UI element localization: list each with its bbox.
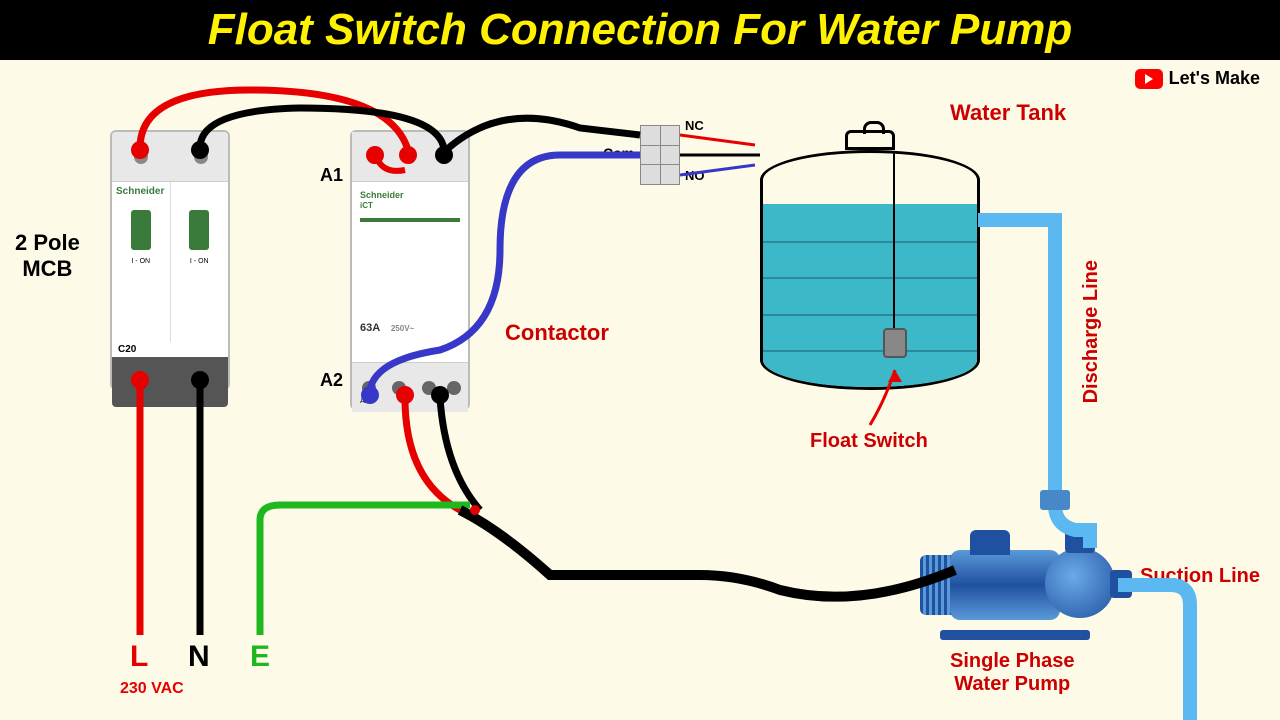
contactor-top-terminals bbox=[352, 132, 468, 182]
a2-label: A2 bbox=[320, 370, 343, 391]
contactor-rating: 63A bbox=[360, 322, 380, 334]
water-pump bbox=[920, 530, 1120, 640]
float-switch-ball bbox=[883, 328, 907, 358]
neutral-label: N bbox=[188, 640, 210, 674]
mcb-rating: C20 bbox=[112, 342, 228, 357]
youtube-icon bbox=[1135, 69, 1163, 89]
com-label: Com bbox=[603, 145, 634, 161]
earth-label: E bbox=[250, 640, 270, 674]
float-label: Float Switch bbox=[810, 430, 928, 453]
nc-label: NC bbox=[685, 118, 704, 133]
title-bar: Float Switch Connection For Water Pump bbox=[0, 0, 1280, 60]
mcb-brand: Schneider bbox=[116, 186, 164, 197]
channel-name: Let's Make bbox=[1169, 68, 1260, 89]
contactor-label: Contactor bbox=[505, 320, 609, 346]
suction-label: Suction Line bbox=[1140, 565, 1260, 588]
float-wire bbox=[893, 153, 895, 333]
water-tank bbox=[760, 150, 980, 390]
mcb-device: Schneider I - ON I - ON C20 bbox=[110, 130, 230, 390]
water-level bbox=[763, 204, 977, 387]
mcb-top-terminals bbox=[112, 132, 228, 182]
discharge-label: Discharge Line bbox=[1080, 260, 1103, 403]
contactor-brand: Schneider bbox=[360, 190, 404, 200]
vac-label: 230 VAC bbox=[120, 680, 184, 698]
channel-badge: Let's Make bbox=[1135, 68, 1260, 89]
tank-lid bbox=[845, 130, 895, 150]
no-label: NO bbox=[685, 168, 705, 183]
mcb-label: 2 Pole MCB bbox=[15, 230, 80, 282]
contactor-bottom-terminals: A2 bbox=[352, 362, 468, 412]
contactor-subbrand: iCT bbox=[360, 201, 373, 210]
main-title: Float Switch Connection For Water Pump bbox=[208, 5, 1073, 55]
float-terminal-block bbox=[640, 125, 680, 185]
mcb-bottom-terminals bbox=[112, 357, 228, 407]
a1-label: A1 bbox=[320, 165, 343, 186]
contactor-device: Schneider iCT 63A 250V~ A2 bbox=[350, 130, 470, 410]
tank-label: Water Tank bbox=[950, 100, 1066, 126]
live-label: L bbox=[130, 640, 148, 674]
pump-label: Single Phase Water Pump bbox=[950, 650, 1075, 696]
